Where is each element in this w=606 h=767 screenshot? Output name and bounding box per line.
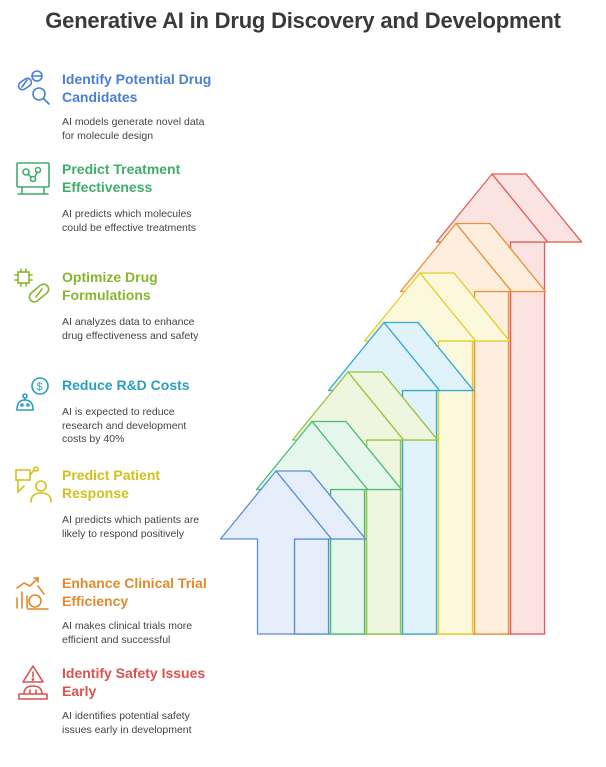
chip-capsule-icon (14, 268, 52, 306)
svg-text:$: $ (37, 381, 43, 393)
warning-alarm-icon (14, 664, 52, 702)
step-heading: Enhance Clinical Trial Efficiency (62, 575, 207, 609)
patient-ai-icon (14, 466, 52, 504)
robot-dollar-icon: $ (14, 376, 52, 414)
step-description: AI predicts which molecules could be eff… (62, 208, 197, 234)
step-description: AI identifies potential safety issues ea… (62, 710, 192, 736)
step-heading: Optimize Drug Formulations (62, 269, 158, 303)
step-heading: Predict Patient Response (62, 467, 161, 501)
step-description: AI makes clinical trials more efficient … (62, 620, 193, 646)
step-description: AI is expected to reduce research and de… (62, 406, 187, 445)
molecule-screen-icon (14, 160, 52, 198)
step-description: AI analyzes data to enhance drug effecti… (62, 316, 199, 342)
microscope-chart-icon (14, 574, 52, 612)
step-heading: Predict Treatment Effectiveness (62, 161, 181, 195)
step-heading: Reduce R&D Costs (62, 377, 190, 393)
step-description: AI predicts which patients are likely to… (62, 514, 200, 540)
pill-magnifier-icon (14, 70, 52, 108)
step-description: AI models generate novel data for molecu… (62, 116, 205, 142)
step-heading: Identify Potential Drug Candidates (62, 71, 212, 105)
arrow-step (219, 470, 367, 635)
page-title: Generative AI in Drug Discovery and Deve… (45, 8, 561, 33)
step-heading: Identify Safety Issues Early (62, 665, 206, 699)
